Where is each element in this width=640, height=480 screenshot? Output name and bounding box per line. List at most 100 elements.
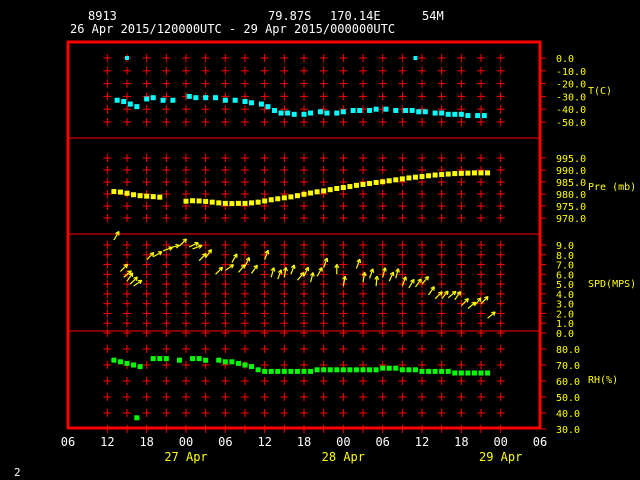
grid-mark [378,345,387,353]
data-point [321,188,327,194]
grid-mark [280,250,289,259]
wind-arrow [303,266,310,277]
grid-mark [123,79,131,88]
grid-mark [280,105,289,114]
grid-mark [339,118,348,126]
grid-mark [300,92,308,101]
grid-mark [280,241,289,249]
y-tick-label: 60.0 [556,377,580,388]
wind-arrow [395,268,400,279]
grid-mark [496,92,505,101]
grid-mark [339,66,348,75]
grid-mark [142,270,151,279]
data-point [485,170,491,176]
grid-mark [201,289,210,298]
grid-mark [280,361,289,369]
data-point [222,97,228,103]
grid-mark [418,260,426,269]
grid-mark [142,105,151,114]
temperature-series [114,56,487,119]
grid-mark [260,166,269,174]
grid-mark [201,299,210,308]
grid-mark [359,299,367,308]
y-tick-label: 9.0 [556,241,574,252]
grid-mark [496,178,505,186]
grid-mark [319,280,328,289]
grid-mark [437,345,446,353]
grid-mark [359,190,367,198]
data-point [281,368,287,374]
grid-mark [477,190,485,198]
y-tick: 30.0 [540,425,580,436]
grid-mark [378,190,387,198]
data-point [452,370,458,376]
data-point [347,367,353,373]
grid-mark [378,250,387,259]
grid-mark [378,92,387,101]
data-point [242,99,248,105]
grid-mark [103,345,112,353]
grid-mark [398,289,407,298]
data-point [419,173,425,179]
y-tick: 3.0 [540,300,574,311]
panel-labels: T(C) Pre (mb) SPD(MPS) RH(%) [588,86,636,386]
y-tick: 990.0 [540,166,586,177]
wind-arrow [401,276,407,287]
data-point [445,111,451,117]
grid-mark [162,79,171,88]
x-tick-label: 06 [218,435,232,449]
data-point [203,357,209,363]
grid-mark [221,190,230,198]
y-tick-label: 80.0 [556,345,580,356]
grid-mark [359,260,367,269]
wind-arrow [441,290,449,300]
grid-mark [260,241,269,249]
humidity-series [111,356,491,421]
grid-mark [182,118,190,126]
station-id: 8913 [88,9,117,23]
data-point [399,367,405,373]
grid-mark [142,309,151,318]
grid-mark [457,214,466,222]
x-tick-label: 18 [297,435,311,449]
grid-mark [260,118,269,126]
data-point [294,193,300,199]
grid-mark [241,54,249,62]
data-point [265,104,271,110]
grid-mark [378,66,387,75]
grid-mark [418,309,426,318]
grid-mark [477,79,485,88]
grid-mark [182,250,190,259]
data-point [308,110,314,116]
grid-mark [378,79,387,88]
grid-mark [319,345,328,353]
grid-mark [457,154,466,162]
y-tick-label: 50.0 [556,393,580,404]
grid-mark [201,345,210,353]
y-tick-label: -30.0 [556,92,586,103]
x-tick-label: 12 [415,435,429,449]
y-tick-label: 8.0 [556,251,574,262]
grid-mark [398,92,407,101]
wind-arrow [290,264,296,275]
y-tick-label: 985.0 [556,178,586,189]
grid-mark [457,202,466,210]
y-tick: 2.0 [540,309,574,320]
grid-mark [241,299,249,308]
grid-mark [418,270,426,279]
grid-mark [398,299,407,308]
grid-mark [241,289,249,298]
wind-arrow [414,278,422,288]
wind-arrow [205,248,212,259]
data-point [235,360,241,366]
grid-mark [103,309,112,318]
grid-mark [300,289,308,298]
grid-mark [162,345,171,353]
grid-mark [260,190,269,198]
data-point [255,367,261,373]
wind-arrow [428,286,435,296]
grid-mark [319,66,328,75]
grid-mark [280,54,289,62]
grid-mark [496,241,505,249]
grid-mark [496,190,505,198]
